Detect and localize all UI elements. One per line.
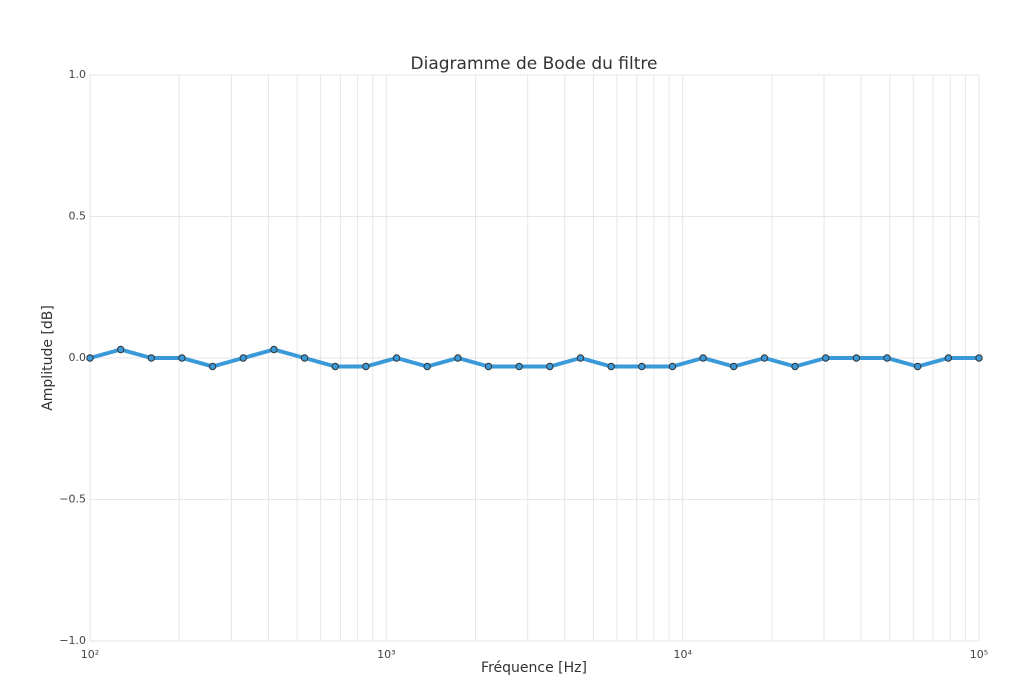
x-tick-label: 10³ — [377, 648, 395, 661]
point — [607, 362, 615, 371]
point — [331, 362, 339, 371]
point — [883, 354, 891, 362]
point — [576, 354, 585, 362]
point — [239, 354, 247, 362]
y-tick-label: −0.5 — [59, 493, 86, 506]
point — [546, 362, 554, 371]
point — [484, 362, 493, 371]
point — [208, 362, 217, 371]
point — [116, 345, 125, 354]
point — [668, 362, 677, 371]
point — [423, 362, 431, 371]
series-line — [89, 347, 979, 369]
point — [822, 354, 830, 362]
point — [699, 354, 707, 362]
point — [760, 354, 769, 362]
y-tick-label: 0.0 — [69, 351, 87, 364]
point — [913, 362, 922, 371]
point — [638, 362, 646, 371]
x-axis-label: Fréquence [Hz] — [481, 660, 587, 676]
x-tick-label: 10⁴ — [673, 648, 692, 661]
point — [730, 362, 738, 371]
point — [147, 354, 155, 362]
point — [975, 354, 983, 362]
chart-title: Diagramme de Bode du filtre — [411, 54, 658, 74]
point — [362, 362, 370, 371]
y-axis-label: Amplitude [dB] — [40, 305, 56, 411]
y-tick-label: −1.0 — [59, 634, 86, 647]
point — [454, 354, 462, 362]
point — [300, 354, 309, 362]
point — [270, 345, 278, 354]
point — [178, 354, 186, 362]
y-tick-label: 1.0 — [69, 68, 87, 81]
point — [944, 354, 953, 362]
point — [392, 354, 401, 362]
y-tick-label: 0.5 — [69, 210, 87, 223]
point — [515, 362, 523, 371]
point — [852, 354, 861, 362]
point — [791, 362, 799, 371]
x-tick-label: 10⁵ — [970, 648, 988, 661]
point — [86, 354, 94, 362]
x-tick-label: 10² — [81, 648, 99, 661]
